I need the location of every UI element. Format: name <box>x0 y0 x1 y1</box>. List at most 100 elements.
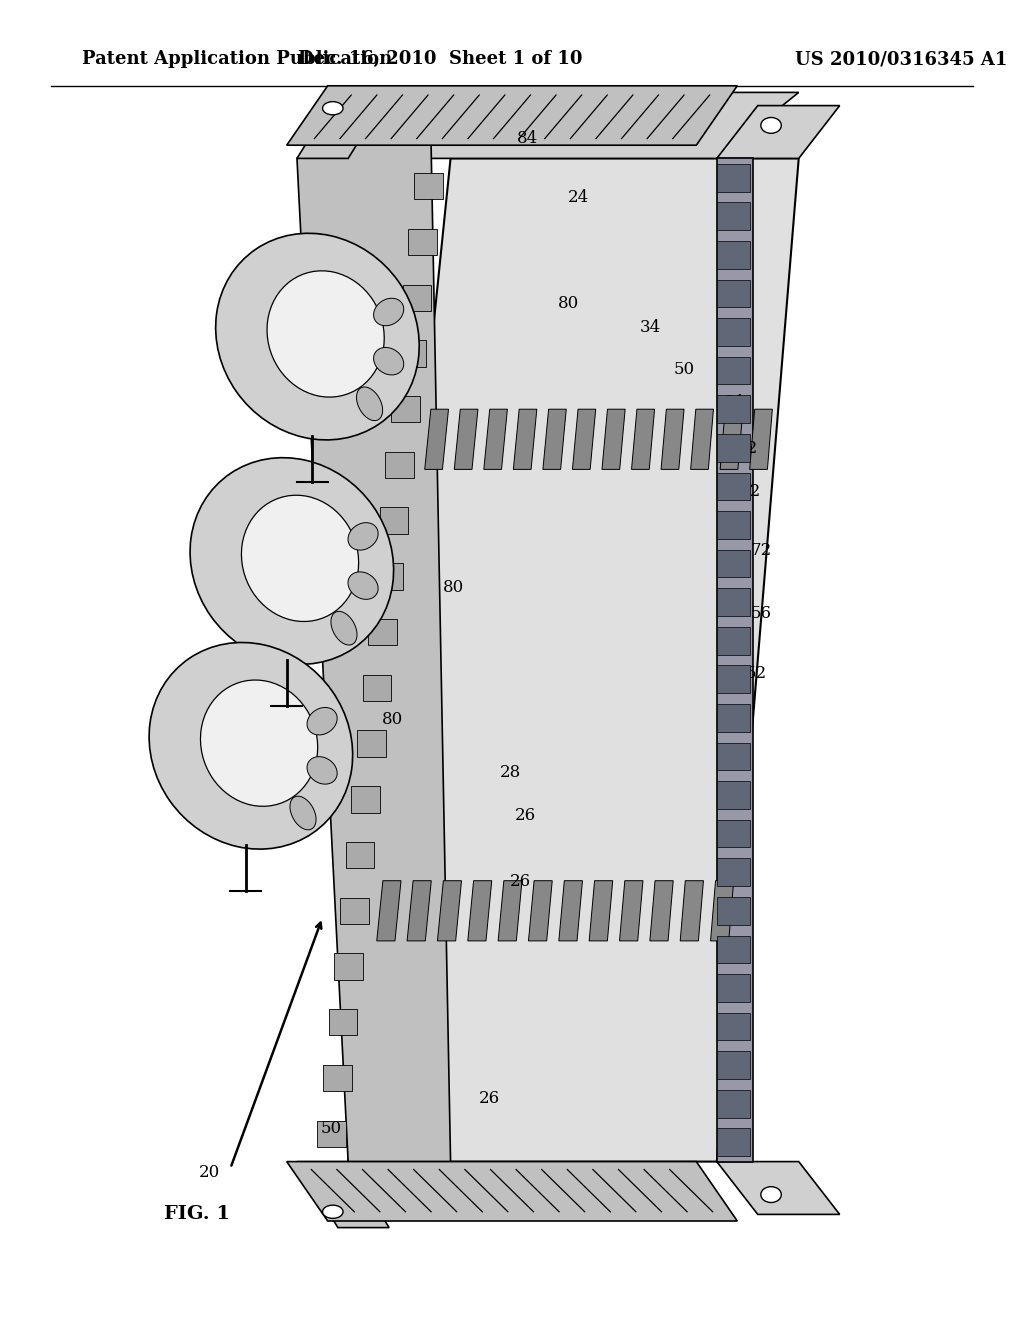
Polygon shape <box>650 880 673 941</box>
Ellipse shape <box>761 1187 781 1203</box>
Polygon shape <box>750 409 772 470</box>
Text: Dec. 16, 2010  Sheet 1 of 10: Dec. 16, 2010 Sheet 1 of 10 <box>298 50 583 69</box>
Polygon shape <box>717 898 750 924</box>
Polygon shape <box>632 409 654 470</box>
Polygon shape <box>717 356 750 384</box>
Text: 82: 82 <box>312 246 333 261</box>
Polygon shape <box>297 92 389 158</box>
Polygon shape <box>528 880 552 941</box>
Polygon shape <box>717 781 750 809</box>
Polygon shape <box>351 787 380 813</box>
Polygon shape <box>323 1065 351 1092</box>
Polygon shape <box>717 164 750 191</box>
Polygon shape <box>717 511 750 539</box>
Polygon shape <box>717 1051 750 1078</box>
Polygon shape <box>513 409 537 470</box>
Polygon shape <box>717 743 750 771</box>
Polygon shape <box>717 1162 840 1214</box>
Polygon shape <box>717 158 753 1162</box>
Polygon shape <box>717 106 840 158</box>
Ellipse shape <box>348 523 378 550</box>
Text: 84: 84 <box>269 821 290 837</box>
Polygon shape <box>409 228 437 255</box>
Polygon shape <box>717 704 750 731</box>
Polygon shape <box>425 409 449 470</box>
Text: 26: 26 <box>515 808 536 824</box>
Polygon shape <box>297 1162 389 1228</box>
Polygon shape <box>297 92 451 1162</box>
Polygon shape <box>287 1162 737 1221</box>
Polygon shape <box>717 665 750 693</box>
Ellipse shape <box>348 572 378 599</box>
Ellipse shape <box>761 117 781 133</box>
Polygon shape <box>369 619 397 645</box>
Polygon shape <box>717 627 750 655</box>
Polygon shape <box>317 1121 346 1147</box>
Polygon shape <box>334 953 362 979</box>
Text: 82: 82 <box>280 474 300 490</box>
Text: 28: 28 <box>500 764 520 780</box>
Polygon shape <box>380 507 409 533</box>
Text: 26: 26 <box>479 1090 500 1106</box>
Polygon shape <box>385 451 414 478</box>
Polygon shape <box>717 434 750 462</box>
Polygon shape <box>362 675 391 701</box>
Polygon shape <box>620 880 643 941</box>
Text: Patent Application Publication: Patent Application Publication <box>82 50 392 69</box>
Polygon shape <box>483 409 508 470</box>
Polygon shape <box>377 880 401 941</box>
Ellipse shape <box>290 796 316 830</box>
Polygon shape <box>717 473 750 500</box>
Text: 80: 80 <box>443 579 464 595</box>
Text: 52: 52 <box>745 665 766 681</box>
Text: FIG. 1: FIG. 1 <box>164 1205 230 1224</box>
Polygon shape <box>559 880 583 941</box>
Text: 22: 22 <box>740 483 761 499</box>
Ellipse shape <box>242 495 358 622</box>
Ellipse shape <box>190 458 393 664</box>
Polygon shape <box>717 202 750 230</box>
Text: 24: 24 <box>568 190 589 206</box>
Text: 21: 21 <box>725 395 745 411</box>
Text: 50: 50 <box>321 1121 341 1137</box>
Polygon shape <box>437 880 462 941</box>
Polygon shape <box>414 173 442 199</box>
Text: 22: 22 <box>737 441 758 457</box>
Text: 82: 82 <box>217 689 238 705</box>
Polygon shape <box>408 880 431 941</box>
Text: 72: 72 <box>751 543 771 558</box>
Polygon shape <box>717 1090 750 1118</box>
Polygon shape <box>717 1012 750 1040</box>
Polygon shape <box>391 396 420 422</box>
Ellipse shape <box>307 756 337 784</box>
Polygon shape <box>397 341 426 367</box>
Ellipse shape <box>201 680 317 807</box>
Polygon shape <box>717 1129 750 1156</box>
Polygon shape <box>589 880 612 941</box>
Text: US 2010/0316345 A1: US 2010/0316345 A1 <box>795 50 1008 69</box>
Polygon shape <box>717 318 750 346</box>
Text: 84: 84 <box>517 131 538 147</box>
Polygon shape <box>572 409 596 470</box>
Polygon shape <box>717 280 750 308</box>
Polygon shape <box>717 936 750 964</box>
Polygon shape <box>468 880 492 941</box>
Polygon shape <box>357 730 386 756</box>
Polygon shape <box>498 880 522 941</box>
Polygon shape <box>720 409 743 470</box>
Polygon shape <box>346 842 375 869</box>
Polygon shape <box>717 858 750 886</box>
Polygon shape <box>402 285 431 312</box>
Ellipse shape <box>267 271 384 397</box>
Polygon shape <box>717 242 750 269</box>
Polygon shape <box>297 92 799 158</box>
Polygon shape <box>717 589 750 616</box>
Polygon shape <box>348 158 799 1162</box>
Text: 34: 34 <box>640 319 660 335</box>
Ellipse shape <box>150 643 352 849</box>
Ellipse shape <box>374 298 403 326</box>
Ellipse shape <box>323 1205 343 1218</box>
Polygon shape <box>329 1008 357 1035</box>
Polygon shape <box>340 898 369 924</box>
Polygon shape <box>662 409 684 470</box>
